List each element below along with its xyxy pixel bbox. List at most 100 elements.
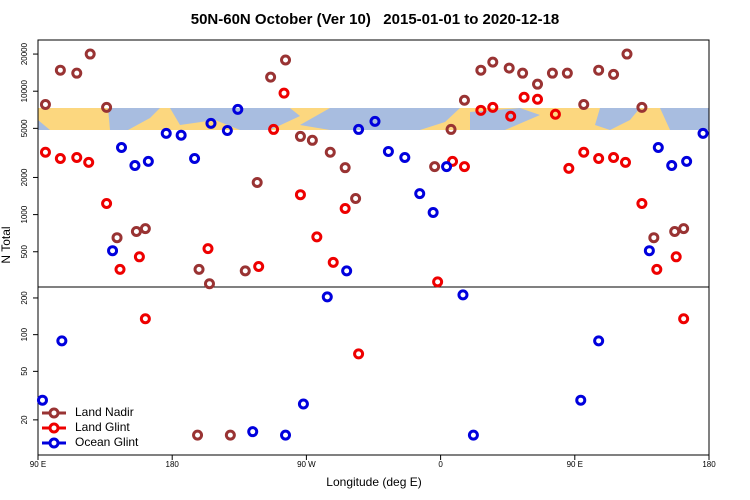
data-point (458, 94, 470, 106)
data-point (467, 429, 479, 441)
data-point (532, 78, 544, 90)
data-point (253, 260, 265, 272)
x-tick-label: 90 E (30, 460, 46, 469)
x-tick-label: 90 W (297, 460, 316, 469)
data-point (224, 429, 236, 441)
data-point (251, 177, 263, 189)
data-point (306, 134, 318, 146)
data-point (130, 225, 142, 237)
data-point (350, 193, 362, 205)
data-point (239, 265, 251, 277)
chart-title: 50N-60N October (Ver 10) 2015-01-01 to 2… (191, 11, 560, 28)
x-tick-label: 180 (166, 460, 180, 469)
data-point (670, 251, 682, 263)
data-point (369, 115, 381, 127)
data-point (84, 48, 96, 60)
plot-frame (37, 39, 710, 456)
data-point (546, 67, 558, 79)
x-tick-label: 180 (702, 460, 716, 469)
data-point (202, 243, 214, 255)
data-point (549, 108, 561, 120)
data-point (221, 125, 233, 137)
data-point (265, 71, 277, 83)
data-point (441, 161, 453, 173)
data-point (563, 162, 575, 174)
legend-label: Land Glint (75, 420, 130, 434)
data-point (643, 245, 655, 257)
data-point (652, 141, 664, 153)
data-point (39, 99, 51, 111)
data-point (678, 223, 690, 235)
data-point (139, 313, 151, 325)
data-point (339, 203, 351, 215)
data-point (294, 130, 306, 142)
data-point (429, 161, 441, 173)
data-point (339, 162, 351, 174)
data-point (205, 117, 217, 129)
data-point (111, 232, 123, 244)
y-axis-label: N Total (0, 226, 13, 263)
data-point (101, 101, 113, 113)
data-point (458, 161, 470, 173)
data-point (681, 155, 693, 167)
data-point (399, 152, 411, 164)
data-point (475, 64, 487, 76)
data-point (445, 123, 457, 135)
legend-swatch-marker (48, 407, 60, 419)
data-point (268, 123, 280, 135)
data-point (280, 429, 292, 441)
data-point (593, 335, 605, 347)
y-tick-label: 500 (20, 245, 29, 259)
data-point (139, 223, 151, 235)
data-point (457, 289, 469, 301)
x-tick-label: 0 (438, 460, 443, 469)
data-point (294, 189, 306, 201)
data-point (532, 93, 544, 105)
data-point (278, 87, 290, 99)
data-point (189, 152, 201, 164)
data-point (353, 123, 365, 135)
data-point (651, 263, 663, 275)
data-point (382, 145, 394, 157)
data-point (324, 146, 336, 158)
data-point (114, 263, 126, 275)
data-point (608, 152, 620, 164)
data-point (518, 91, 530, 103)
y-tick-label: 200 (20, 291, 29, 305)
data-point (503, 62, 515, 74)
data-point (193, 263, 205, 275)
data-point (432, 276, 444, 288)
data-point (669, 225, 681, 237)
y-tick-label: 2000 (20, 168, 29, 186)
data-point (447, 155, 459, 167)
data-point (129, 159, 141, 171)
data-point (280, 54, 292, 66)
data-point (71, 152, 83, 164)
data-point (648, 232, 660, 244)
data-point (666, 159, 678, 171)
data-point (636, 101, 648, 113)
data-point (561, 67, 573, 79)
y-tick-label: 5000 (20, 119, 29, 137)
data-point (578, 146, 590, 158)
y-tick-label: 100 (20, 327, 29, 341)
data-point (39, 146, 51, 158)
legend-label: Land Nadir (75, 405, 134, 419)
data-point (353, 348, 365, 360)
data-point (36, 394, 48, 406)
data-point (160, 127, 172, 139)
data-point (487, 101, 499, 113)
data-point (697, 127, 709, 139)
data-point (505, 110, 517, 122)
data-point (593, 64, 605, 76)
data-point (678, 313, 690, 325)
data-point (116, 141, 128, 153)
data-point (192, 429, 204, 441)
legend-label: Ocean Glint (75, 435, 139, 449)
y-tick-label: 10000 (20, 80, 29, 103)
data-point (71, 67, 83, 79)
data-point (327, 256, 339, 268)
data-point (297, 398, 309, 410)
